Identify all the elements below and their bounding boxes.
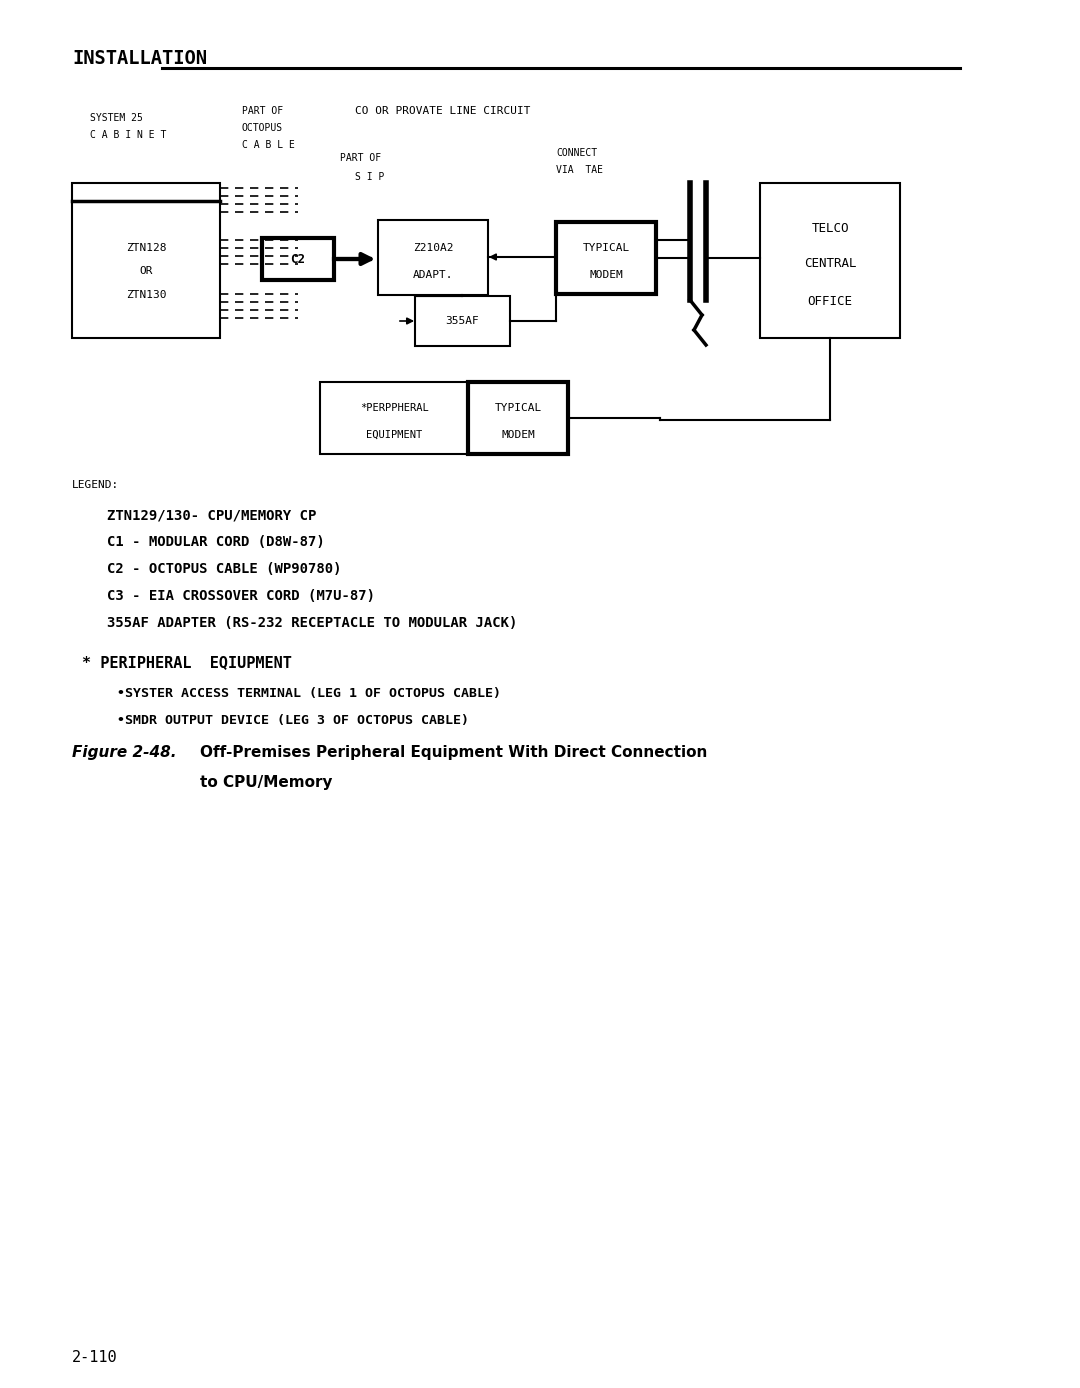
Text: * PERIPHERAL  EQIUPMENT: * PERIPHERAL EQIUPMENT xyxy=(82,655,292,670)
Bar xyxy=(556,222,656,294)
Bar xyxy=(378,221,488,296)
Text: TELCO: TELCO xyxy=(811,222,849,235)
Bar xyxy=(468,382,568,454)
Text: *PERPPHERAL: *PERPPHERAL xyxy=(360,403,429,414)
Text: •SMDR OUTPUT DEVICE (LEG 3 OF OCTOPUS CABLE): •SMDR OUTPUT DEVICE (LEG 3 OF OCTOPUS CA… xyxy=(117,713,469,727)
Text: EQUIPMENT: EQUIPMENT xyxy=(366,430,422,440)
Text: Z210A2: Z210A2 xyxy=(413,243,454,253)
Text: C1 - MODULAR CORD (D8W-87): C1 - MODULAR CORD (D8W-87) xyxy=(107,534,325,550)
Text: MODEM: MODEM xyxy=(501,430,535,440)
Text: C A B I N E T: C A B I N E T xyxy=(90,130,166,140)
Text: CO OR PROVATE LINE CIRCUIT: CO OR PROVATE LINE CIRCUIT xyxy=(355,105,530,117)
Text: LEGEND:: LEGEND: xyxy=(72,480,119,490)
Text: PART OF: PART OF xyxy=(242,105,283,117)
Text: to CPU/Memory: to CPU/Memory xyxy=(200,775,333,790)
Text: OR: OR xyxy=(139,266,152,276)
Text: 355AF: 355AF xyxy=(445,316,478,326)
Text: ADAPT.: ADAPT. xyxy=(413,271,454,280)
Text: ZTN130: ZTN130 xyxy=(125,290,166,300)
Text: CENTRAL: CENTRAL xyxy=(804,257,856,269)
Bar xyxy=(262,237,334,280)
Text: S I P: S I P xyxy=(355,172,384,182)
Text: TYPICAL: TYPICAL xyxy=(582,243,630,253)
Text: INSTALLATION: INSTALLATION xyxy=(72,49,207,68)
Text: SYSTEM 25: SYSTEM 25 xyxy=(90,112,143,124)
Text: 355AF ADAPTER (RS-232 RECEPTACLE TO MODULAR JACK): 355AF ADAPTER (RS-232 RECEPTACLE TO MODU… xyxy=(107,616,517,630)
Text: C2 - OCTOPUS CABLE (WP90780): C2 - OCTOPUS CABLE (WP90780) xyxy=(107,562,341,576)
Bar xyxy=(415,296,510,346)
Bar xyxy=(72,183,220,339)
Bar xyxy=(320,382,468,454)
Text: •SYSTER ACCESS TERMINAL (LEG 1 OF OCTOPUS CABLE): •SYSTER ACCESS TERMINAL (LEG 1 OF OCTOPU… xyxy=(117,687,501,700)
Text: C2: C2 xyxy=(291,253,306,265)
Text: ZTN129/130- CPU/MEMORY CP: ZTN129/130- CPU/MEMORY CP xyxy=(107,508,316,522)
Text: MODEM: MODEM xyxy=(589,271,623,280)
Text: OFFICE: OFFICE xyxy=(808,294,852,308)
Text: C3 - EIA CROSSOVER CORD (M7U-87): C3 - EIA CROSSOVER CORD (M7U-87) xyxy=(107,589,375,602)
Bar xyxy=(760,183,900,339)
Text: C A B L E: C A B L E xyxy=(242,140,295,150)
Text: ZTN128: ZTN128 xyxy=(125,243,166,253)
Text: 2-110: 2-110 xyxy=(72,1351,118,1364)
Text: Figure 2-48.: Figure 2-48. xyxy=(72,745,176,761)
Text: TYPICAL: TYPICAL xyxy=(495,403,542,414)
Text: CONNECT: CONNECT xyxy=(556,149,597,158)
Text: Off-Premises Peripheral Equipment With Direct Connection: Off-Premises Peripheral Equipment With D… xyxy=(200,745,707,761)
Text: PART OF: PART OF xyxy=(340,153,381,162)
Text: VIA  TAE: VIA TAE xyxy=(556,165,603,175)
Text: OCTOPUS: OCTOPUS xyxy=(242,124,283,133)
